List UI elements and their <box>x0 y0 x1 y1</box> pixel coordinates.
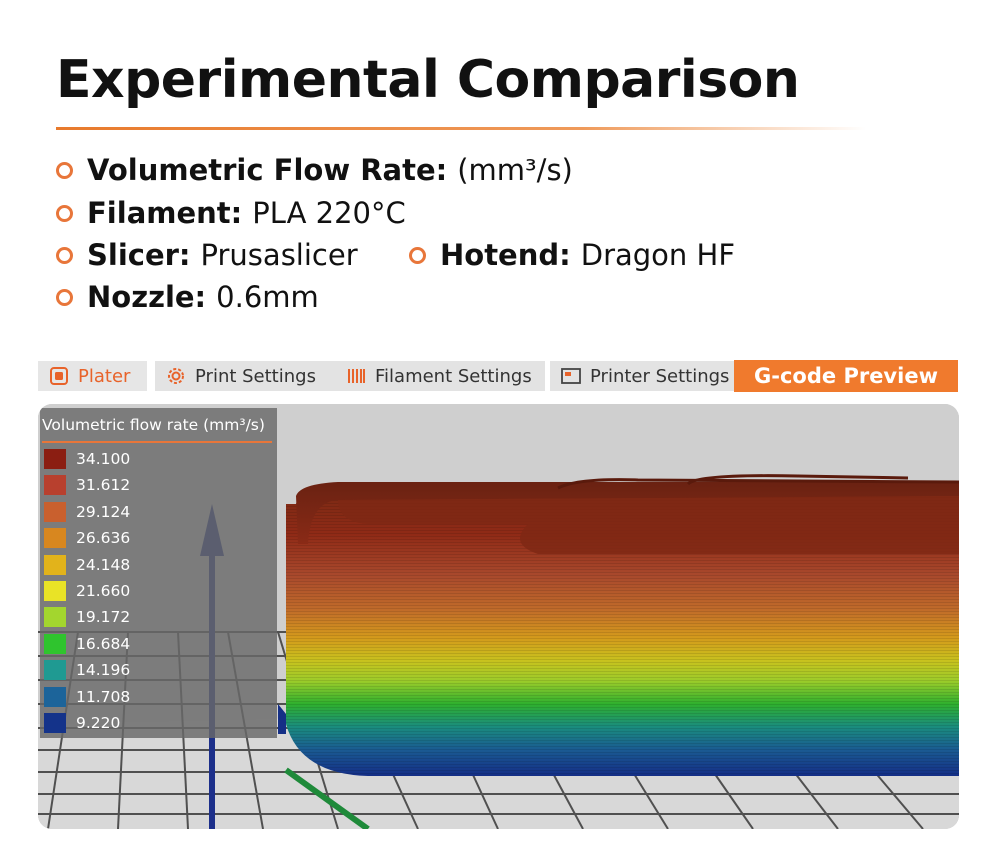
gear-icon <box>165 365 187 387</box>
gcode-preview-viewport[interactable]: Volumetric flow rate (mm³/s) 34.100 31.61… <box>38 404 959 829</box>
spec-flow-rate: Volumetric Flow Rate: (mm³/s) <box>56 150 573 190</box>
legend-item: 34.100 <box>44 448 130 470</box>
bullet-circle-icon <box>56 288 73 306</box>
spec-label: Volumetric Flow Rate: <box>87 153 448 187</box>
spec-value: Prusaslicer <box>200 238 358 272</box>
tab-label: Plater <box>78 365 131 387</box>
tab-label: G-code Preview <box>754 364 938 388</box>
bullet-circle-icon <box>56 246 73 264</box>
page-title: Experimental Comparison <box>56 50 800 110</box>
legend-value: 19.172 <box>76 608 131 627</box>
legend-swatch <box>44 554 66 575</box>
title-underline <box>56 127 866 130</box>
legend-item: 21.660 <box>44 580 130 602</box>
legend-swatch <box>44 475 66 496</box>
spec-label: Nozzle: <box>87 280 207 314</box>
printer-icon <box>560 365 582 387</box>
bullet-circle-icon <box>409 246 426 264</box>
flow-rate-legend: Volumetric flow rate (mm³/s) 34.100 31.61… <box>40 408 277 738</box>
plater-icon <box>48 365 70 387</box>
legend-item: 11.708 <box>44 686 130 708</box>
legend-value: 24.148 <box>76 555 131 574</box>
legend-value: 34.100 <box>76 450 131 468</box>
spec-value: 0.6mm <box>216 280 319 314</box>
legend-value: 11.708 <box>76 687 131 706</box>
spec-nozzle: Nozzle: 0.6mm <box>56 277 319 317</box>
legend-item: 19.172 <box>44 606 130 628</box>
legend-swatch <box>44 581 66 601</box>
spec-label: Slicer: <box>87 238 191 272</box>
legend-swatch <box>44 713 66 733</box>
tab-gcode-preview[interactable]: G-code Preview <box>734 360 958 392</box>
tab-label: Filament Settings <box>375 365 532 387</box>
legend-item: 14.196 <box>44 659 130 681</box>
legend-value: 9.220 <box>76 714 121 732</box>
legend-item: 9.220 <box>44 712 120 734</box>
tab-bar: Plater Print Settings Filament Settings … <box>38 360 958 392</box>
spec-slicer: Slicer: Prusaslicer <box>56 235 358 275</box>
tab-print-settings[interactable]: Print Settings <box>155 361 364 391</box>
legend-item: 26.636 <box>44 527 130 549</box>
legend-value: 21.660 <box>76 582 131 600</box>
spec-label: Hotend: <box>440 238 571 272</box>
tab-printer-settings[interactable]: Printer Settings <box>550 361 741 391</box>
printed-object <box>278 474 959 776</box>
legend-item: 29.124 <box>44 501 130 523</box>
spec-value: Dragon HF <box>580 238 735 272</box>
tab-plater[interactable]: Plater <box>38 361 147 391</box>
legend-item: 31.612 <box>44 474 130 496</box>
legend-value: 31.612 <box>76 476 131 495</box>
legend-swatch <box>44 660 66 681</box>
tab-label: Print Settings <box>195 365 316 387</box>
legend-value: 29.124 <box>76 502 131 521</box>
legend-item: 24.148 <box>44 554 130 576</box>
legend-swatch <box>44 686 66 707</box>
legend-item: 16.684 <box>44 633 130 655</box>
legend-value: 16.684 <box>76 634 131 653</box>
spec-label: Filament: <box>87 196 243 230</box>
legend-swatch <box>44 633 66 654</box>
legend-value: 14.196 <box>76 661 131 680</box>
tab-filament-settings[interactable]: Filament Settings <box>335 361 545 391</box>
legend-swatch <box>44 501 66 522</box>
filament-spool-icon <box>345 365 367 387</box>
spec-hotend: Hotend: Dragon HF <box>409 235 735 275</box>
bullet-circle-icon <box>56 204 73 222</box>
legend-title: Volumetric flow rate (mm³/s) <box>42 416 265 434</box>
legend-swatch <box>44 449 66 469</box>
legend-underline <box>42 441 272 443</box>
tab-label: Printer Settings <box>590 365 730 387</box>
legend-value: 26.636 <box>76 529 131 548</box>
spec-filament: Filament: PLA 220°C <box>56 193 406 233</box>
spec-value: (mm³/s) <box>457 153 573 187</box>
legend-swatch <box>44 528 66 549</box>
legend-swatch <box>44 607 66 628</box>
spec-value: PLA 220°C <box>252 196 406 230</box>
bullet-circle-icon <box>56 161 73 179</box>
